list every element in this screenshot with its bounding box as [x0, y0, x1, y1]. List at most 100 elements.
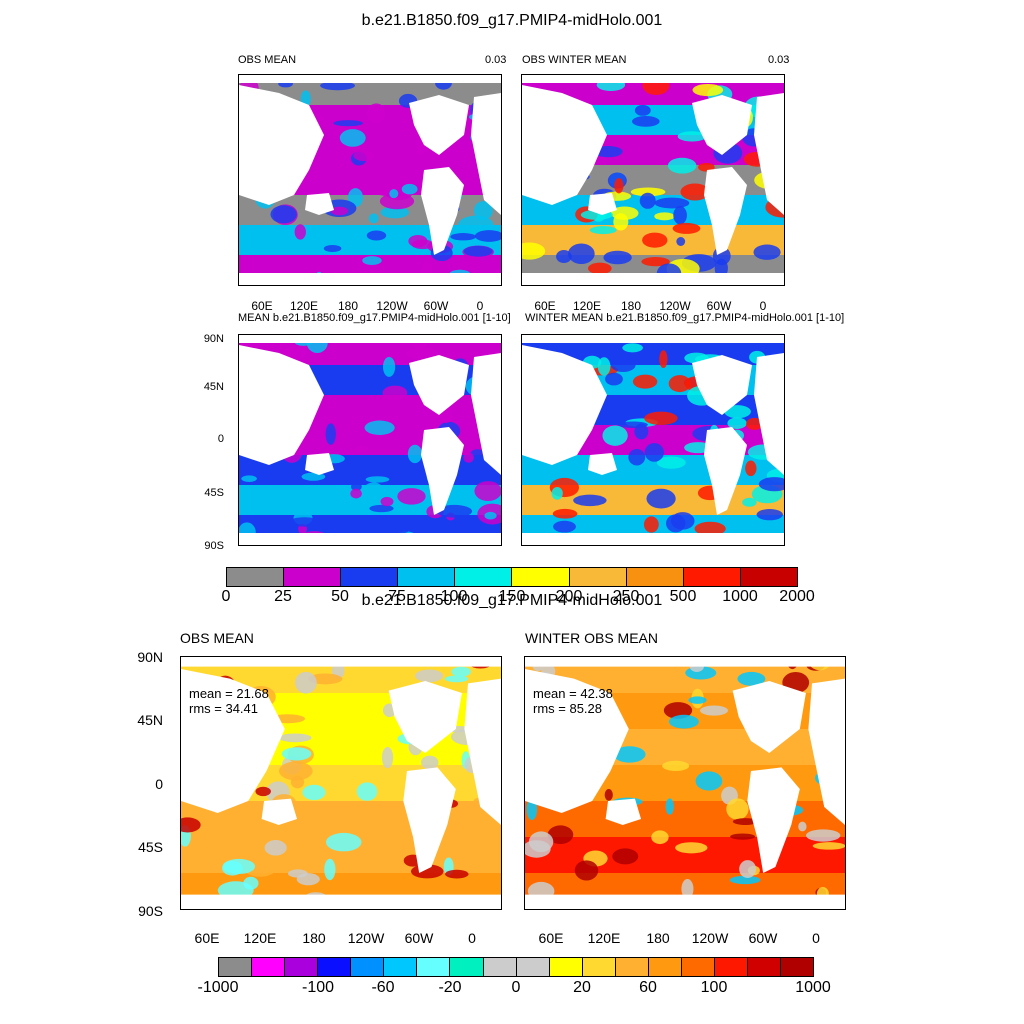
lat-label: 45S [204, 487, 224, 499]
data-patch [528, 831, 554, 853]
map-image [181, 657, 501, 909]
data-patch [380, 206, 410, 219]
data-patch [436, 504, 473, 518]
data-patch [724, 405, 751, 419]
data-patch [614, 178, 624, 194]
data-patch [665, 798, 674, 815]
data-patch [381, 746, 394, 769]
colorbar-top [226, 567, 798, 587]
data-patch [368, 213, 379, 224]
lon-label: 60W [404, 930, 434, 946]
data-patch [602, 425, 628, 446]
data-patch [181, 817, 201, 833]
colorbar-label: 50 [331, 588, 349, 605]
data-patch [282, 346, 307, 360]
lon-label: 120W [347, 930, 385, 946]
data-patch [339, 129, 366, 147]
map-image [239, 335, 501, 545]
colorbar-label: 1000 [722, 588, 758, 605]
data-patch [222, 858, 256, 875]
panel-5-title: OBS MEAN [180, 630, 254, 646]
data-patch [484, 511, 497, 520]
colorbar-label: 20 [573, 979, 591, 996]
colorbar-swatch [648, 958, 682, 976]
data-patch [610, 206, 639, 220]
lon-label: 120E [587, 930, 621, 946]
data-patch [700, 705, 729, 716]
colorbar-label: 0 [221, 588, 231, 605]
colorbar-swatch [351, 958, 385, 976]
colorbar-swatch [512, 568, 570, 586]
data-patch [294, 464, 310, 474]
panel-2-value: 0.03 [768, 54, 790, 66]
colorbar-swatch [681, 958, 715, 976]
data-patch [458, 215, 494, 234]
continent-shape [181, 894, 501, 909]
data-patch [654, 212, 675, 221]
continent-shape [464, 678, 501, 825]
continent-shape [588, 193, 617, 215]
lon-label: 60E [194, 930, 220, 946]
data-patch [350, 482, 362, 491]
rms-stat: rms = 85.28 [533, 701, 603, 716]
lat-label: 45S [138, 839, 163, 855]
colorbar-swatch [626, 568, 684, 586]
continent-shape [522, 533, 784, 545]
continent-shape [239, 533, 501, 545]
continent-shape [522, 273, 784, 285]
data-patch [353, 150, 375, 162]
data-patch [622, 343, 643, 353]
data-patch [680, 183, 710, 201]
continent-shape [605, 798, 642, 825]
lon-label: 120E [243, 930, 277, 946]
continent-shape [388, 681, 462, 753]
data-patch [603, 250, 632, 265]
data-patch [401, 183, 418, 195]
data-patch [573, 494, 607, 507]
data-patch [547, 825, 574, 845]
data-patch [753, 244, 781, 260]
lat-label: 0 [155, 776, 163, 792]
colorbar-label: 150 [498, 588, 526, 605]
colorbar-label: -100 [301, 979, 335, 996]
lon-label: 60W [423, 299, 449, 313]
colorbar-swatch [341, 568, 399, 586]
data-patch [295, 671, 317, 694]
data-patch [732, 818, 758, 825]
mean-stat: mean = 21.68 [189, 686, 269, 701]
data-patch [379, 193, 415, 210]
data-patch [281, 747, 312, 761]
lat-label: 90N [203, 333, 224, 345]
continent-shape [525, 669, 629, 813]
colorbar-swatch [384, 958, 418, 976]
data-patch [798, 821, 807, 832]
data-patch [444, 675, 469, 683]
data-patch [552, 508, 578, 519]
continent-shape [692, 355, 752, 415]
data-patch [407, 444, 423, 464]
continent-shape [239, 335, 501, 343]
colorbar-label: -20 [438, 979, 462, 996]
data-patch [363, 482, 384, 498]
lon-label: 0 [468, 930, 476, 946]
figure-title-bottom: b.e21.B1850.f09_g17.PMIP4-midHolo.001 [361, 592, 663, 609]
continent-shape [409, 355, 469, 415]
data-patch [264, 840, 287, 856]
map-panel-model-mean [238, 334, 502, 546]
colorbar-swatch [450, 958, 484, 976]
data-patch [320, 81, 355, 91]
colorbar-bottom-labels: -1000 -100 -60 -20 0 20 60 100 1000 [0, 979, 1024, 999]
continent-shape [525, 894, 845, 909]
data-patch [325, 423, 336, 445]
lon-label: 180 [620, 299, 642, 313]
data-patch [666, 514, 686, 533]
lon-label: 60W [748, 930, 778, 946]
map-panel-model-winter-mean [521, 334, 785, 546]
data-patch [333, 120, 363, 127]
panel-1-value: 0.03 [485, 54, 507, 66]
lon-label: 0 [476, 299, 484, 313]
lon-labels-top: 60E 120E 180 120W 60W 0 60E 120E 180 120… [0, 299, 1024, 313]
lon-label: 180 [302, 930, 326, 946]
lon-label: 120W [376, 299, 408, 313]
lon-label: 120W [691, 930, 729, 946]
